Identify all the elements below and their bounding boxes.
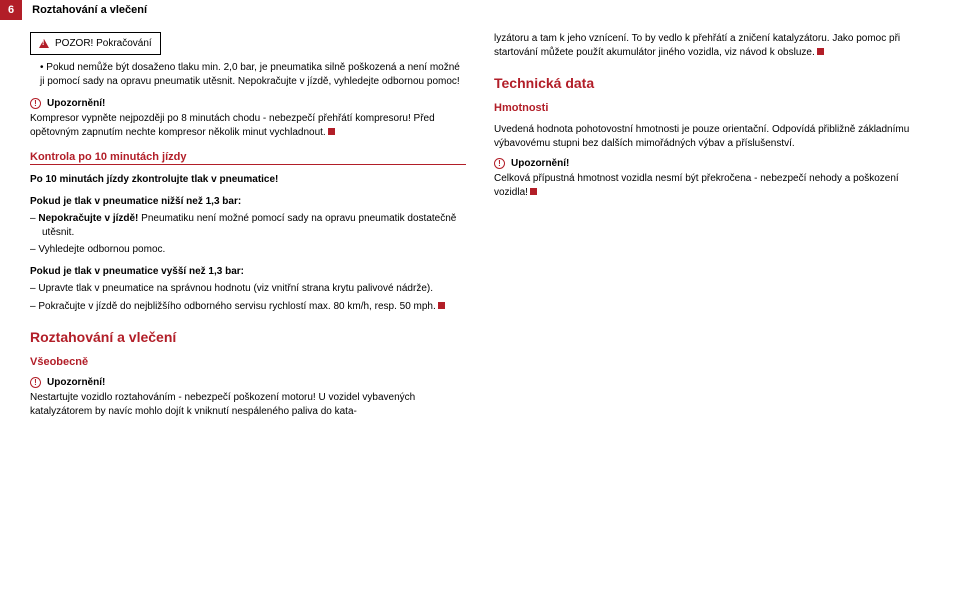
- main-section: Roztahování a vlečení: [30, 329, 466, 346]
- notice-title: Upozornění!: [511, 158, 569, 169]
- notice-title: Upozornění!: [47, 377, 105, 388]
- main-section: Technická data: [494, 75, 930, 92]
- end-marker-icon: [328, 128, 335, 135]
- continuation-text: lyzátoru a tam k jeho vznícení. To by ve…: [494, 32, 930, 59]
- section-heading: Kontrola po 10 minutách jízdy: [30, 151, 466, 165]
- info-icon: !: [30, 98, 41, 109]
- page-body: POZOR! Pokračování Pokud nemůže být dosa…: [0, 32, 960, 418]
- sub-section: Všeobecně: [30, 356, 466, 369]
- notice-title: Upozornění!: [47, 98, 105, 109]
- list-item: Pokračujte v jízdě do nejbližšího odborn…: [30, 300, 466, 314]
- warning-text: POZOR! Pokračování: [55, 38, 152, 49]
- info-icon: !: [494, 158, 505, 169]
- low-heading: Pokud je tlak v pneumatice nižší než 1,3…: [30, 195, 466, 209]
- end-marker-icon: [438, 302, 445, 309]
- notice-header: ! Upozornění!: [30, 98, 466, 109]
- page-header: 6 Roztahování a vlečení: [0, 0, 960, 20]
- body-text: Uvedená hodnota pohotovostní hmotnosti j…: [494, 123, 930, 150]
- high-list: Upravte tlak v pneumatice na správnou ho…: [30, 282, 466, 313]
- notice-text: Celková přípustná hmotnost vozidla nesmí…: [494, 172, 930, 199]
- section-intro: Po 10 minutách jízdy zkontrolujte tlak v…: [30, 173, 466, 187]
- right-column: lyzátoru a tam k jeho vznícení. To by ve…: [494, 32, 930, 418]
- bullet-item: Pokud nemůže být dosaženo tlaku min. 2,0…: [40, 61, 466, 88]
- warning-icon: [39, 39, 49, 48]
- sub-section: Hmotnosti: [494, 102, 930, 115]
- notice-header: ! Upozornění!: [30, 377, 466, 388]
- header-title: Roztahování a vlečení: [22, 0, 157, 20]
- end-marker-icon: [817, 48, 824, 55]
- low-list: Nepokračujte v jízdě! Pneumatiku není mo…: [30, 212, 466, 257]
- notice-text: Kompresor vypněte nejpozději po 8 minutá…: [30, 112, 466, 139]
- page-number: 6: [0, 0, 22, 20]
- high-heading: Pokud je tlak v pneumatice vyšší než 1,3…: [30, 265, 466, 279]
- bullet-block: Pokud nemůže být dosaženo tlaku min. 2,0…: [30, 61, 466, 88]
- left-column: POZOR! Pokračování Pokud nemůže být dosa…: [30, 32, 466, 418]
- list-item: Upravte tlak v pneumatice na správnou ho…: [30, 282, 466, 296]
- notice-text: Nestartujte vozidlo roztahováním - nebez…: [30, 391, 466, 418]
- warning-box: POZOR! Pokračování: [30, 32, 161, 55]
- list-item: Nepokračujte v jízdě! Pneumatiku není mo…: [30, 212, 466, 239]
- list-item: Vyhledejte odbornou pomoc.: [30, 243, 466, 257]
- end-marker-icon: [530, 188, 537, 195]
- info-icon: !: [30, 377, 41, 388]
- notice-header: ! Upozornění!: [494, 158, 930, 169]
